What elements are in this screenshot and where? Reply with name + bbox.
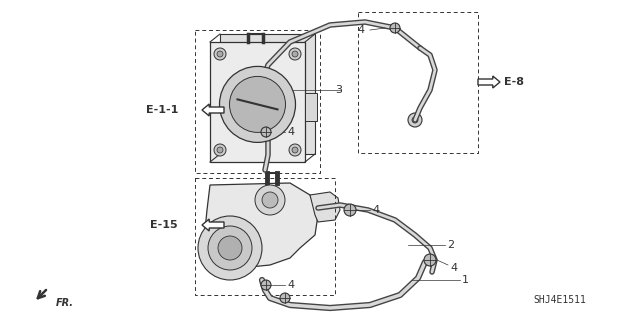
Text: 4: 4 xyxy=(358,25,365,35)
Bar xyxy=(210,42,305,162)
Circle shape xyxy=(218,236,242,260)
Polygon shape xyxy=(310,192,340,222)
Circle shape xyxy=(344,204,356,216)
Text: FR.: FR. xyxy=(56,298,74,308)
Circle shape xyxy=(217,147,223,153)
Text: E-1-1: E-1-1 xyxy=(146,105,178,115)
Circle shape xyxy=(220,66,296,142)
Polygon shape xyxy=(202,104,224,116)
Circle shape xyxy=(230,76,285,132)
Text: 4: 4 xyxy=(372,205,379,215)
Circle shape xyxy=(408,113,422,127)
Circle shape xyxy=(261,280,271,290)
Circle shape xyxy=(292,147,298,153)
Circle shape xyxy=(198,216,262,280)
Circle shape xyxy=(289,144,301,156)
Circle shape xyxy=(214,48,226,60)
Circle shape xyxy=(424,254,436,266)
Polygon shape xyxy=(205,183,318,268)
Circle shape xyxy=(255,185,285,215)
Circle shape xyxy=(261,127,271,137)
Text: 4: 4 xyxy=(287,127,294,137)
Circle shape xyxy=(289,48,301,60)
Circle shape xyxy=(412,117,418,123)
Circle shape xyxy=(280,293,290,303)
Circle shape xyxy=(217,51,223,57)
Bar xyxy=(220,34,315,154)
Circle shape xyxy=(214,144,226,156)
Circle shape xyxy=(208,226,252,270)
Circle shape xyxy=(292,51,298,57)
Text: 4: 4 xyxy=(287,280,294,290)
Polygon shape xyxy=(202,219,224,231)
Polygon shape xyxy=(478,76,500,88)
Text: 2: 2 xyxy=(447,240,454,250)
Text: 1: 1 xyxy=(462,275,469,285)
Text: E-15: E-15 xyxy=(150,220,178,230)
Bar xyxy=(305,93,317,121)
Circle shape xyxy=(262,192,278,208)
Text: 4: 4 xyxy=(450,263,457,273)
Text: E-8: E-8 xyxy=(504,77,524,87)
Text: SHJ4E1511: SHJ4E1511 xyxy=(534,295,586,305)
Text: 3: 3 xyxy=(335,85,342,95)
Circle shape xyxy=(390,23,400,33)
